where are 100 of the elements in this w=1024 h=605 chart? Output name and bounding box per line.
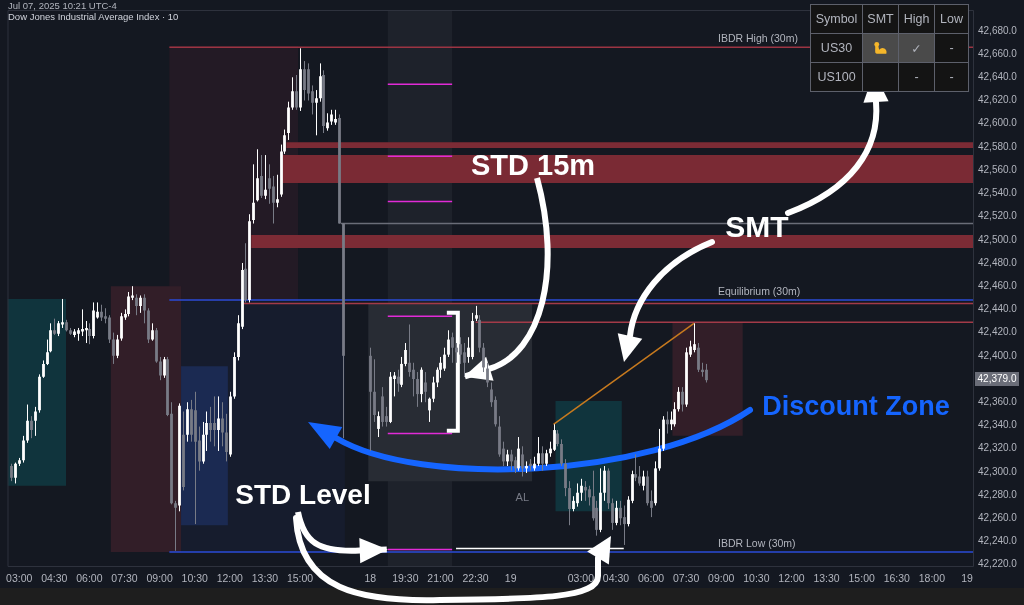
annotation: STD 15m	[470, 149, 596, 182]
y-tick-label: 42,500.0	[978, 233, 1018, 245]
candlestick	[260, 154, 263, 199]
x-tick-label: 06:00	[76, 572, 103, 585]
candlestick	[135, 293, 138, 316]
annotation: Jul 07, 2025 10:21 UTC-4	[8, 0, 117, 12]
candlestick	[634, 453, 637, 482]
y-tick-label: 42,340.0	[978, 419, 1018, 431]
candlestick	[603, 465, 606, 502]
series-label: Equilibrium (30m)	[718, 285, 801, 298]
candlestick	[584, 480, 587, 502]
x-tick-label: 06:00	[637, 572, 665, 585]
candlestick	[424, 371, 427, 403]
text: -	[949, 41, 954, 55]
candlestick	[264, 154, 267, 200]
x-tick-label: 04:30	[602, 572, 630, 585]
candlestick	[221, 401, 224, 447]
candlestick	[615, 500, 618, 526]
candlestick	[623, 505, 626, 546]
candlestick	[510, 449, 513, 472]
y-tick-label: 42,440.0	[978, 303, 1018, 315]
x-tick-label: 15:00	[848, 572, 875, 585]
x-tick-label: 18:00	[918, 572, 946, 585]
annotation: Discount Zone	[762, 391, 950, 422]
y-tick-label: 42,420.0	[978, 326, 1018, 338]
x-tick-label: 15:00	[286, 572, 314, 585]
x-tick-label: 10:30	[743, 572, 770, 585]
candlestick	[404, 342, 407, 367]
annotation: STD Level	[235, 478, 371, 511]
x-tick-label: 07:30	[673, 572, 700, 585]
category-label: SMT	[862, 4, 899, 34]
text: ✓	[911, 41, 922, 56]
x-tick-label: 07:30	[111, 572, 138, 585]
candlestick	[377, 411, 380, 438]
y-tick-label: 42,540.0	[978, 187, 1018, 199]
category-label: US30	[820, 41, 853, 55]
text: 42,379.0	[975, 372, 1019, 386]
candlestick	[576, 482, 579, 508]
candlestick	[272, 175, 275, 225]
candlestick	[127, 291, 130, 317]
candlestick	[213, 395, 216, 447]
candlestick	[451, 332, 454, 364]
candlestick	[447, 329, 450, 358]
series-label: IBDR High (30m)	[718, 32, 798, 45]
candlestick	[30, 415, 33, 439]
candlestick	[486, 362, 489, 388]
candlestick	[14, 462, 17, 484]
candlestick	[432, 376, 435, 403]
text: -	[949, 70, 954, 84]
y-tick-label: 42,320.0	[978, 442, 1018, 454]
x-tick-label: 12:00	[778, 572, 805, 585]
x-tick-label: 21:00	[427, 572, 454, 585]
candlestick	[697, 342, 700, 373]
candlestick	[295, 74, 298, 111]
y-tick-label: 42,680.0	[978, 24, 1018, 36]
x-tick-label: 04:30	[41, 572, 68, 585]
candlestick	[521, 445, 524, 477]
candlestick	[482, 342, 485, 373]
candlestick	[303, 60, 306, 102]
category-label: High	[898, 4, 935, 34]
candlestick	[428, 397, 431, 423]
candlestick	[658, 428, 661, 472]
candlestick	[638, 465, 641, 487]
candlestick	[276, 174, 279, 208]
candlestick	[642, 470, 645, 491]
y-tick-label: 42,520.0	[978, 210, 1018, 222]
candlestick	[693, 322, 696, 353]
candlestick	[400, 356, 403, 388]
candlestick	[116, 334, 119, 359]
category-label: Low	[934, 4, 969, 34]
candlestick	[443, 347, 446, 372]
candlestick	[268, 163, 271, 205]
candlestick	[256, 148, 259, 202]
candlestick	[416, 371, 419, 408]
candlestick	[315, 89, 318, 136]
candlestick	[319, 62, 322, 103]
x-tick-label: 13:30	[813, 572, 840, 585]
candlestick	[560, 438, 563, 467]
candlestick	[163, 356, 166, 379]
y-tick-label: 42,220.0	[978, 558, 1018, 570]
y-tick-label: 42,660.0	[978, 47, 1018, 59]
candlestick	[541, 445, 544, 472]
candlestick	[397, 369, 400, 393]
text: -	[914, 70, 919, 84]
candlestick	[580, 478, 583, 502]
candlestick	[611, 498, 614, 531]
candlestick	[673, 401, 676, 428]
candlestick	[108, 314, 111, 344]
chart-title: Dow Jones Industrial Average Index · 10	[8, 11, 179, 23]
candlestick	[408, 323, 411, 378]
y-tick-label: 42,400.0	[978, 349, 1018, 361]
text: Symbol	[810, 4, 863, 34]
candlestick	[26, 404, 29, 444]
x-tick-label: 10:30	[181, 572, 209, 585]
candlestick	[705, 363, 708, 383]
candlestick	[22, 435, 25, 464]
x-tick-label: 19	[504, 572, 517, 585]
y-tick-label: 42,480.0	[978, 256, 1018, 268]
x-tick-label: 16:30	[883, 572, 911, 585]
y-tick-label: 42,640.0	[978, 71, 1018, 83]
